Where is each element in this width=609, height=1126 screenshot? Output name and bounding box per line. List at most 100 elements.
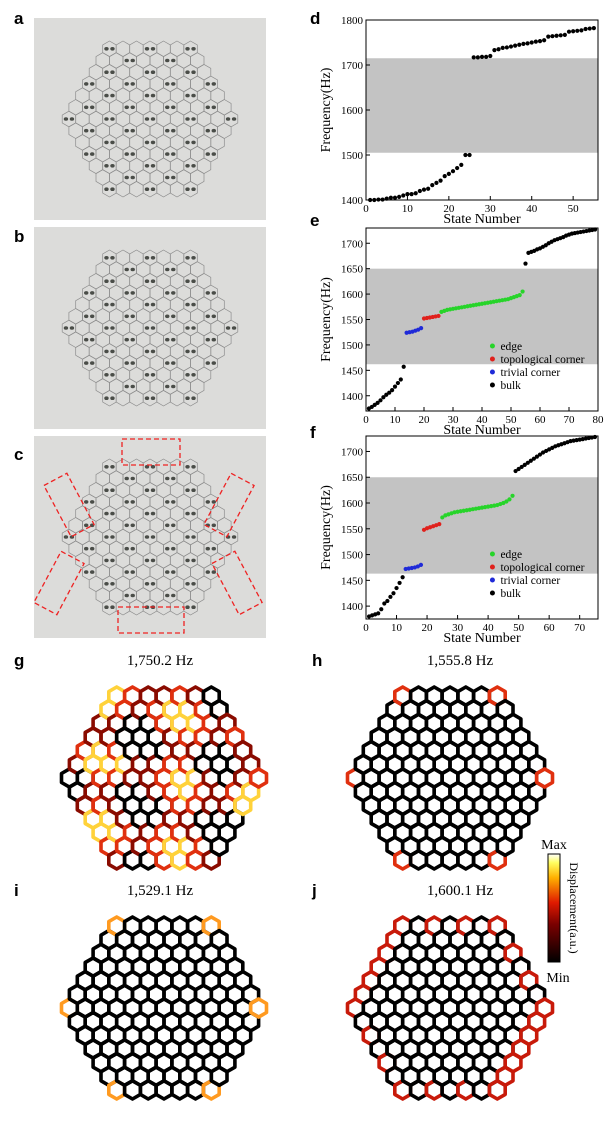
- sample-resonator: [104, 326, 109, 330]
- sample-resonator: [191, 326, 196, 330]
- sample-resonator: [144, 187, 150, 191]
- colorbar-gradient: [547, 853, 561, 963]
- data-point-bulk: [492, 48, 497, 53]
- sample-resonator: [150, 326, 156, 330]
- sample-resonator: [150, 465, 156, 469]
- data-point-bulk: [430, 183, 435, 188]
- sample-resonator: [205, 82, 210, 86]
- plot-e: 0 10 20 30 40 50 60 70 80 1400 1450 1500 1550 1600 165…: [300, 220, 609, 438]
- sample-resonator: [130, 500, 135, 504]
- sample-resonator: [165, 500, 170, 504]
- legend-entry: trivial corner: [500, 367, 560, 379]
- legend-marker: [489, 356, 495, 362]
- sample-resonator: [144, 488, 150, 492]
- sample-resonator: [171, 546, 176, 551]
- sample-resonator: [130, 314, 135, 319]
- data-point-bulk: [575, 28, 580, 33]
- data-point-bulk: [375, 400, 380, 405]
- lattice-cell: [534, 997, 555, 1019]
- colorbar-min: Min: [546, 971, 569, 986]
- panel-label-g: g: [14, 651, 25, 670]
- x-tick-label: 0: [363, 203, 369, 215]
- x-tick-label: 20: [422, 622, 434, 634]
- plot-frame: [365, 435, 599, 620]
- sample-resonator: [191, 582, 196, 586]
- sample-resonator: [104, 558, 109, 563]
- data-point-edge: [517, 293, 522, 298]
- data-point-bulk: [533, 39, 538, 44]
- photo-sample-c-lattice: [34, 438, 263, 634]
- sample-resonator: [185, 605, 190, 609]
- legend-entry: bulk: [500, 588, 521, 600]
- sample-resonator: [165, 82, 170, 86]
- sample-resonator: [90, 570, 95, 574]
- sample-resonator: [205, 337, 210, 342]
- y-tick-label: 1650: [341, 264, 364, 276]
- data-point-bulk: [426, 186, 431, 191]
- sample-resonator: [191, 465, 196, 469]
- sample-resonator: [104, 465, 109, 469]
- sample-resonator: [130, 361, 135, 365]
- data-point-bulk: [554, 33, 559, 38]
- data-point-trivial-corner: [419, 326, 424, 331]
- sample-resonator: [124, 82, 129, 86]
- x-tick-label: 50: [568, 203, 580, 215]
- sample-resonator: [185, 349, 190, 354]
- sample-resonator: [104, 373, 109, 377]
- data-point-bulk: [421, 187, 427, 192]
- sample-resonator: [165, 476, 170, 481]
- sample-resonator: [110, 279, 115, 283]
- data-point-bulk: [592, 434, 598, 440]
- lattice-cell: [248, 997, 269, 1019]
- sample-resonator: [110, 140, 115, 145]
- sample-resonator: [110, 93, 115, 98]
- sample-resonator: [165, 175, 170, 180]
- sample-resonator: [165, 570, 170, 574]
- sample-resonator: [171, 128, 176, 133]
- data-point-bulk: [587, 26, 592, 31]
- sample-resonator: [171, 337, 176, 342]
- data-point-bulk: [381, 395, 386, 400]
- photo-sample-a: [34, 18, 266, 220]
- sample-resonator: [211, 152, 216, 156]
- data-point-bulk: [455, 165, 460, 171]
- highlight-box: [34, 550, 85, 616]
- honeycomb-lattice: [59, 915, 269, 1101]
- y-tick-label: 1700: [341, 446, 364, 458]
- sample-resonator: [205, 314, 210, 319]
- sample-resonator: [171, 105, 176, 110]
- sample-resonator: [144, 93, 150, 98]
- sample-resonator: [191, 605, 196, 609]
- sample-resonator: [110, 70, 115, 74]
- sample-resonator: [104, 117, 109, 121]
- sample-resonator: [124, 175, 129, 180]
- lattice-cell: [534, 767, 555, 789]
- panel-label-d: d: [310, 9, 321, 28]
- data-point-bulk: [446, 171, 451, 176]
- sample-resonator: [171, 267, 176, 272]
- data-point-bulk: [376, 611, 381, 616]
- sample-resonator: [185, 488, 190, 492]
- data-point-bulk: [401, 193, 406, 198]
- lattice-cell: [248, 767, 269, 789]
- sample-lattice: [61, 458, 239, 616]
- plot-d-chart: 0 10 20 30 40 50 1400 1500 1600 1700 1800 State Num…: [319, 15, 599, 227]
- sample-resonator: [205, 500, 210, 504]
- data-point-bulk: [392, 195, 398, 200]
- legend-marker: [489, 577, 495, 583]
- sample-resonator: [205, 291, 210, 295]
- sample-resonator: [144, 605, 150, 609]
- sample-resonator: [191, 187, 196, 191]
- bandgap-shading: [366, 477, 598, 574]
- data-point-bulk: [484, 54, 489, 60]
- sample-resonator: [90, 314, 95, 319]
- x-tick-label: 20: [443, 203, 455, 215]
- sample-resonator: [110, 396, 115, 400]
- sample-resonator: [185, 164, 190, 168]
- data-point-bulk: [434, 180, 439, 185]
- sample-resonator: [150, 47, 156, 51]
- sample-resonator: [165, 105, 170, 110]
- sample-resonator: [150, 187, 156, 191]
- y-tick-label: 1450: [341, 575, 364, 587]
- sample-resonator: [69, 326, 75, 330]
